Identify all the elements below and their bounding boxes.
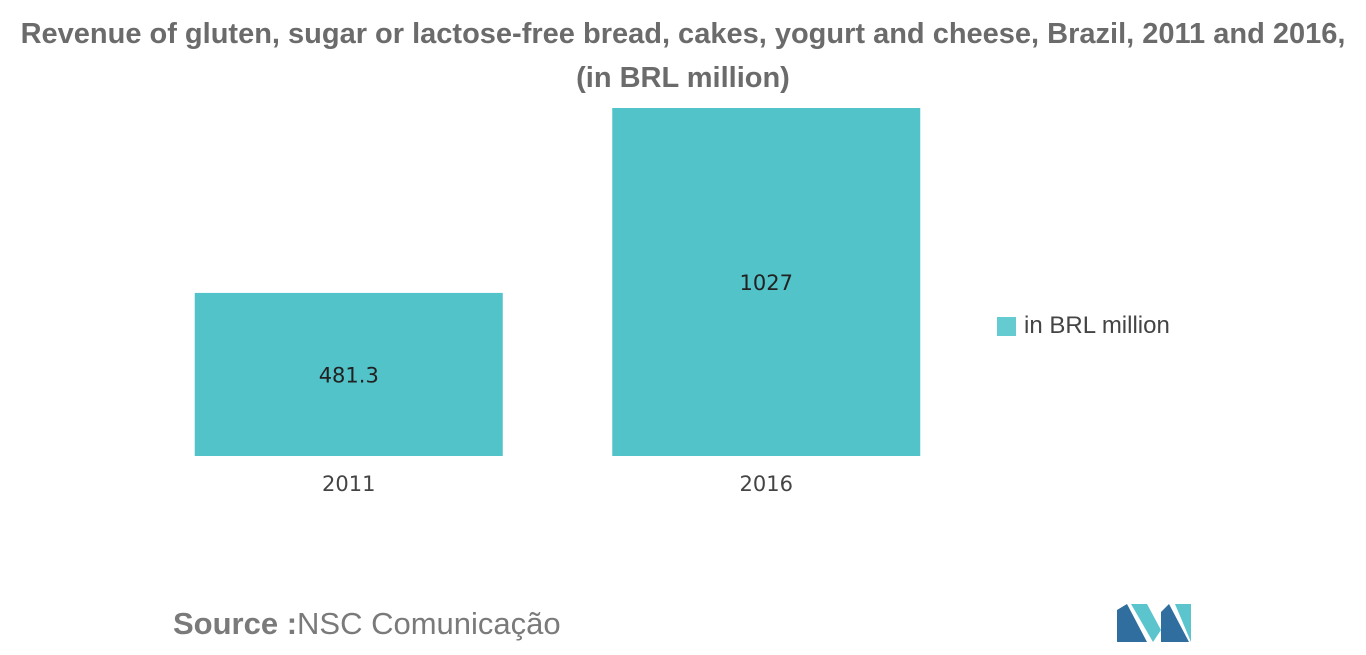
bar-2016 xyxy=(612,108,921,456)
legend-label: in BRL million xyxy=(1024,312,1170,339)
legend-swatch xyxy=(997,316,1016,336)
x-tick-label-2011: 2011 xyxy=(322,472,375,496)
source-text: NSC Comunicação xyxy=(297,606,561,641)
value-label-2011: 481.3 xyxy=(319,363,379,387)
legend: in BRL million xyxy=(997,312,1170,340)
bar-2011 xyxy=(194,292,503,456)
source-label: Source : xyxy=(173,606,298,641)
chart-title: Revenue of gluten, sugar or lactose-free… xyxy=(20,18,1346,94)
value-label-2016: 1027 xyxy=(740,271,793,295)
source-note: Source :NSC Comunicação xyxy=(173,606,561,642)
x-tick-label-2016: 2016 xyxy=(740,472,793,496)
mordor-logo-icon xyxy=(1117,604,1191,642)
